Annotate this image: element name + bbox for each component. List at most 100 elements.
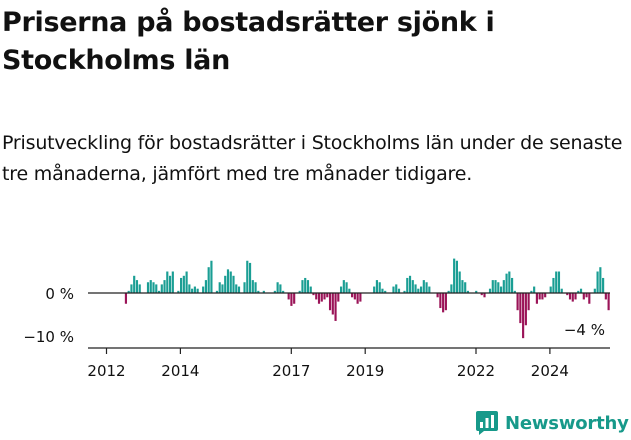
bar: [533, 286, 536, 293]
bar: [593, 288, 596, 293]
bar: [577, 290, 580, 293]
brand-name: Newsworthy: [505, 412, 629, 434]
bar: [177, 290, 180, 293]
bar: [384, 290, 387, 293]
bar: [436, 293, 439, 298]
bar: [527, 293, 530, 311]
bar: [155, 284, 158, 293]
bar: [530, 290, 533, 293]
bars-group: [124, 258, 610, 339]
bar: [588, 293, 591, 304]
bar: [273, 290, 276, 293]
bar: [444, 293, 447, 311]
bar: [544, 293, 547, 298]
x-tick-label: 2024: [531, 362, 569, 380]
bar: [560, 288, 563, 293]
bar: [397, 288, 401, 293]
bar: [152, 282, 155, 293]
bar: [524, 293, 527, 326]
bar: [428, 286, 431, 293]
bar: [522, 293, 525, 339]
bar: [381, 288, 384, 293]
bar: [574, 293, 577, 300]
bar: [182, 275, 185, 293]
bar: [378, 282, 381, 293]
bar: [417, 288, 420, 293]
y-tick-label: 0 %: [45, 285, 74, 303]
bar: [235, 284, 238, 293]
bar: [585, 293, 588, 298]
bar: [516, 293, 519, 311]
bar: [127, 290, 130, 293]
bar: [279, 284, 282, 293]
bar: [180, 277, 183, 293]
bar: [511, 277, 514, 293]
bar: [257, 290, 260, 293]
x-tick-label: 2017: [272, 362, 310, 380]
bar: [442, 293, 445, 313]
bar: [541, 293, 544, 300]
bar: [353, 293, 356, 300]
bar: [293, 293, 296, 304]
bar: [599, 267, 602, 293]
newsworthy-logo-icon: [476, 411, 498, 435]
bar: [133, 275, 136, 293]
bar: [301, 280, 304, 293]
bar: [309, 286, 312, 293]
bar: [348, 288, 351, 293]
chart-subtitle: Prisutveckling för bostadsrätter i Stock…: [2, 132, 623, 185]
bar: [566, 293, 569, 296]
bar: [579, 288, 583, 293]
bar: [287, 293, 290, 300]
bar: [351, 293, 354, 298]
x-tick-label: 2022: [457, 362, 495, 380]
bar: [494, 280, 497, 293]
brand-logo[interactable]: Newsworthy: [475, 406, 629, 440]
bar: [163, 280, 166, 293]
bar: [315, 293, 318, 300]
bar: [130, 284, 133, 293]
last-value-label: −4 %: [564, 321, 605, 339]
bar: [171, 271, 174, 293]
bar: [491, 280, 494, 293]
bar: [226, 269, 230, 293]
bar: [290, 293, 293, 306]
bar: [334, 293, 337, 321]
bar: [124, 293, 128, 304]
bar: [207, 267, 210, 293]
bar: [232, 275, 235, 293]
bar: [342, 280, 345, 293]
bar: [243, 282, 246, 293]
bar: [555, 271, 558, 293]
bar: [392, 286, 395, 293]
y-axis-labels: 0 % −10 %: [23, 285, 74, 346]
bar: [450, 284, 453, 293]
bar: [304, 277, 307, 293]
bar: [375, 280, 379, 293]
bar: [166, 271, 169, 293]
bar: [221, 284, 224, 293]
bar: [557, 271, 561, 293]
bar: [298, 290, 301, 293]
bar: [488, 288, 492, 293]
x-axis-ticks: 2012 2014 2017 2019 2022 2024: [87, 348, 569, 380]
bar: [453, 258, 456, 293]
bar: [331, 293, 334, 315]
bar: [373, 286, 376, 293]
bar: [538, 293, 541, 300]
bar: [505, 273, 508, 293]
bar: [508, 271, 511, 293]
bar: [461, 280, 464, 293]
bar: [447, 290, 450, 293]
bar: [215, 290, 219, 293]
bar: [282, 290, 285, 293]
bar: [188, 284, 191, 293]
bar: [193, 286, 196, 293]
bar: [596, 271, 599, 293]
bar: [248, 262, 252, 293]
bar: [317, 293, 321, 304]
bar: [356, 293, 359, 304]
bar: [246, 260, 249, 293]
bar: [458, 271, 461, 293]
bar: [306, 280, 310, 293]
